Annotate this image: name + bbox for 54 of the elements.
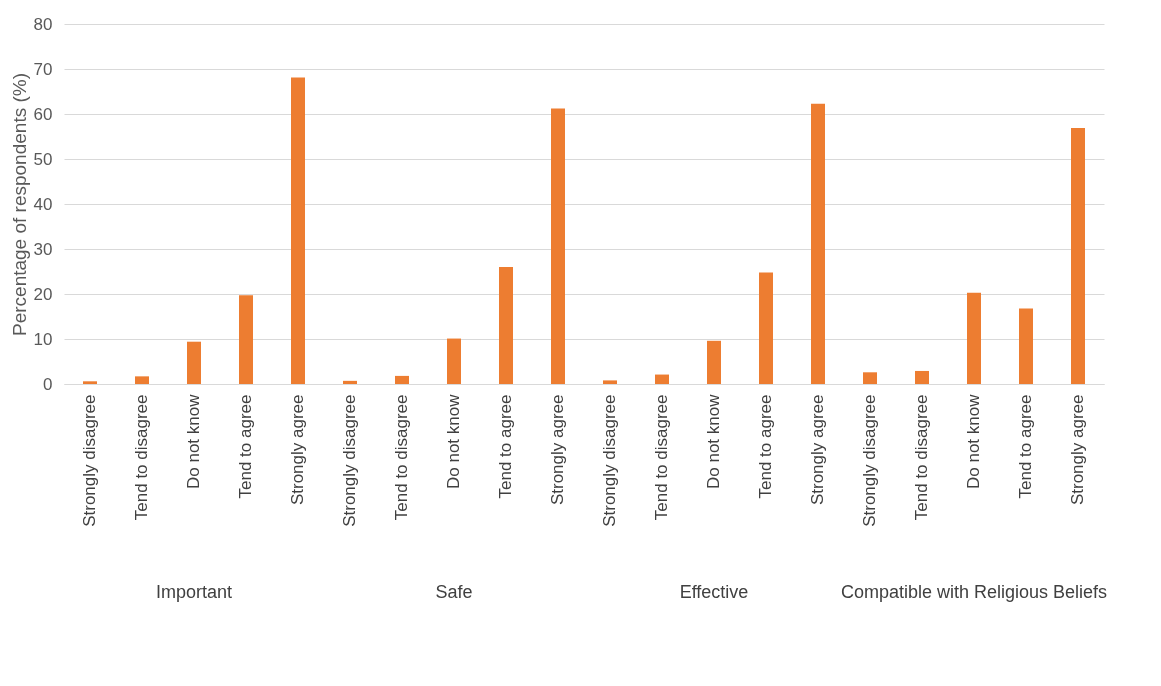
x-tick-label: Do not know [444, 393, 463, 489]
bar [291, 77, 305, 384]
bar [655, 374, 669, 384]
x-tick-label: Tend to agree [756, 394, 775, 499]
y-tick-label: 80 [33, 14, 53, 34]
x-tick-label: Strongly disagree [340, 394, 359, 527]
y-tick-label: 50 [33, 149, 53, 169]
text: Safe [435, 582, 473, 602]
text: Compatible with Religious Beliefs [840, 582, 1108, 602]
bar [915, 370, 929, 384]
bar [1019, 308, 1033, 384]
bar [83, 381, 97, 384]
bar [395, 375, 409, 384]
bar [759, 272, 773, 384]
bar [135, 376, 149, 384]
bar [863, 372, 877, 384]
bar [707, 340, 721, 384]
x-tick-label: Tend to disagree [392, 394, 411, 521]
x-tick-label: Tend to agree [496, 394, 515, 499]
x-tick-label: Tend to disagree [652, 394, 671, 521]
bar [551, 108, 565, 384]
x-tick-label: Strongly agree [1068, 394, 1087, 506]
bar [603, 380, 617, 384]
y-tick-label: 70 [33, 59, 53, 79]
x-tick-label: Strongly agree [548, 394, 567, 506]
y-tick-label: 0 [43, 374, 53, 394]
bar [967, 292, 981, 384]
bar [811, 103, 825, 384]
x-tick-label: Do not know [964, 393, 983, 489]
y-tick-label: 30 [33, 239, 53, 259]
text: Effective [679, 582, 749, 602]
x-tick-label: Tend to agree [236, 394, 255, 499]
bar [499, 267, 513, 384]
x-tick-label: Tend to disagree [132, 394, 151, 521]
y-tick-label: 20 [33, 284, 53, 304]
bar [239, 295, 253, 384]
x-tick-label: Do not know [704, 393, 723, 489]
x-tick-label: Tend to disagree [912, 394, 931, 521]
bar [343, 380, 357, 384]
y-tick-label: 60 [33, 104, 53, 124]
y-axis-title: Percentage of respondents (%) [8, 73, 30, 336]
x-tick-label: Strongly agree [288, 394, 307, 506]
bar [187, 341, 201, 384]
x-tick-label: Strongly disagree [80, 394, 99, 527]
x-tick-label: Strongly disagree [860, 394, 879, 527]
x-tick-label: Do not know [184, 393, 203, 489]
x-tick-label: Strongly agree [808, 394, 827, 506]
text: Important [155, 582, 233, 602]
bar [1071, 127, 1085, 384]
y-tick-label: 40 [33, 194, 53, 214]
x-tick-label: Tend to agree [1016, 394, 1035, 499]
x-tick-label: Strongly disagree [600, 394, 619, 527]
y-tick-label: 10 [33, 329, 53, 349]
bar [447, 338, 461, 384]
